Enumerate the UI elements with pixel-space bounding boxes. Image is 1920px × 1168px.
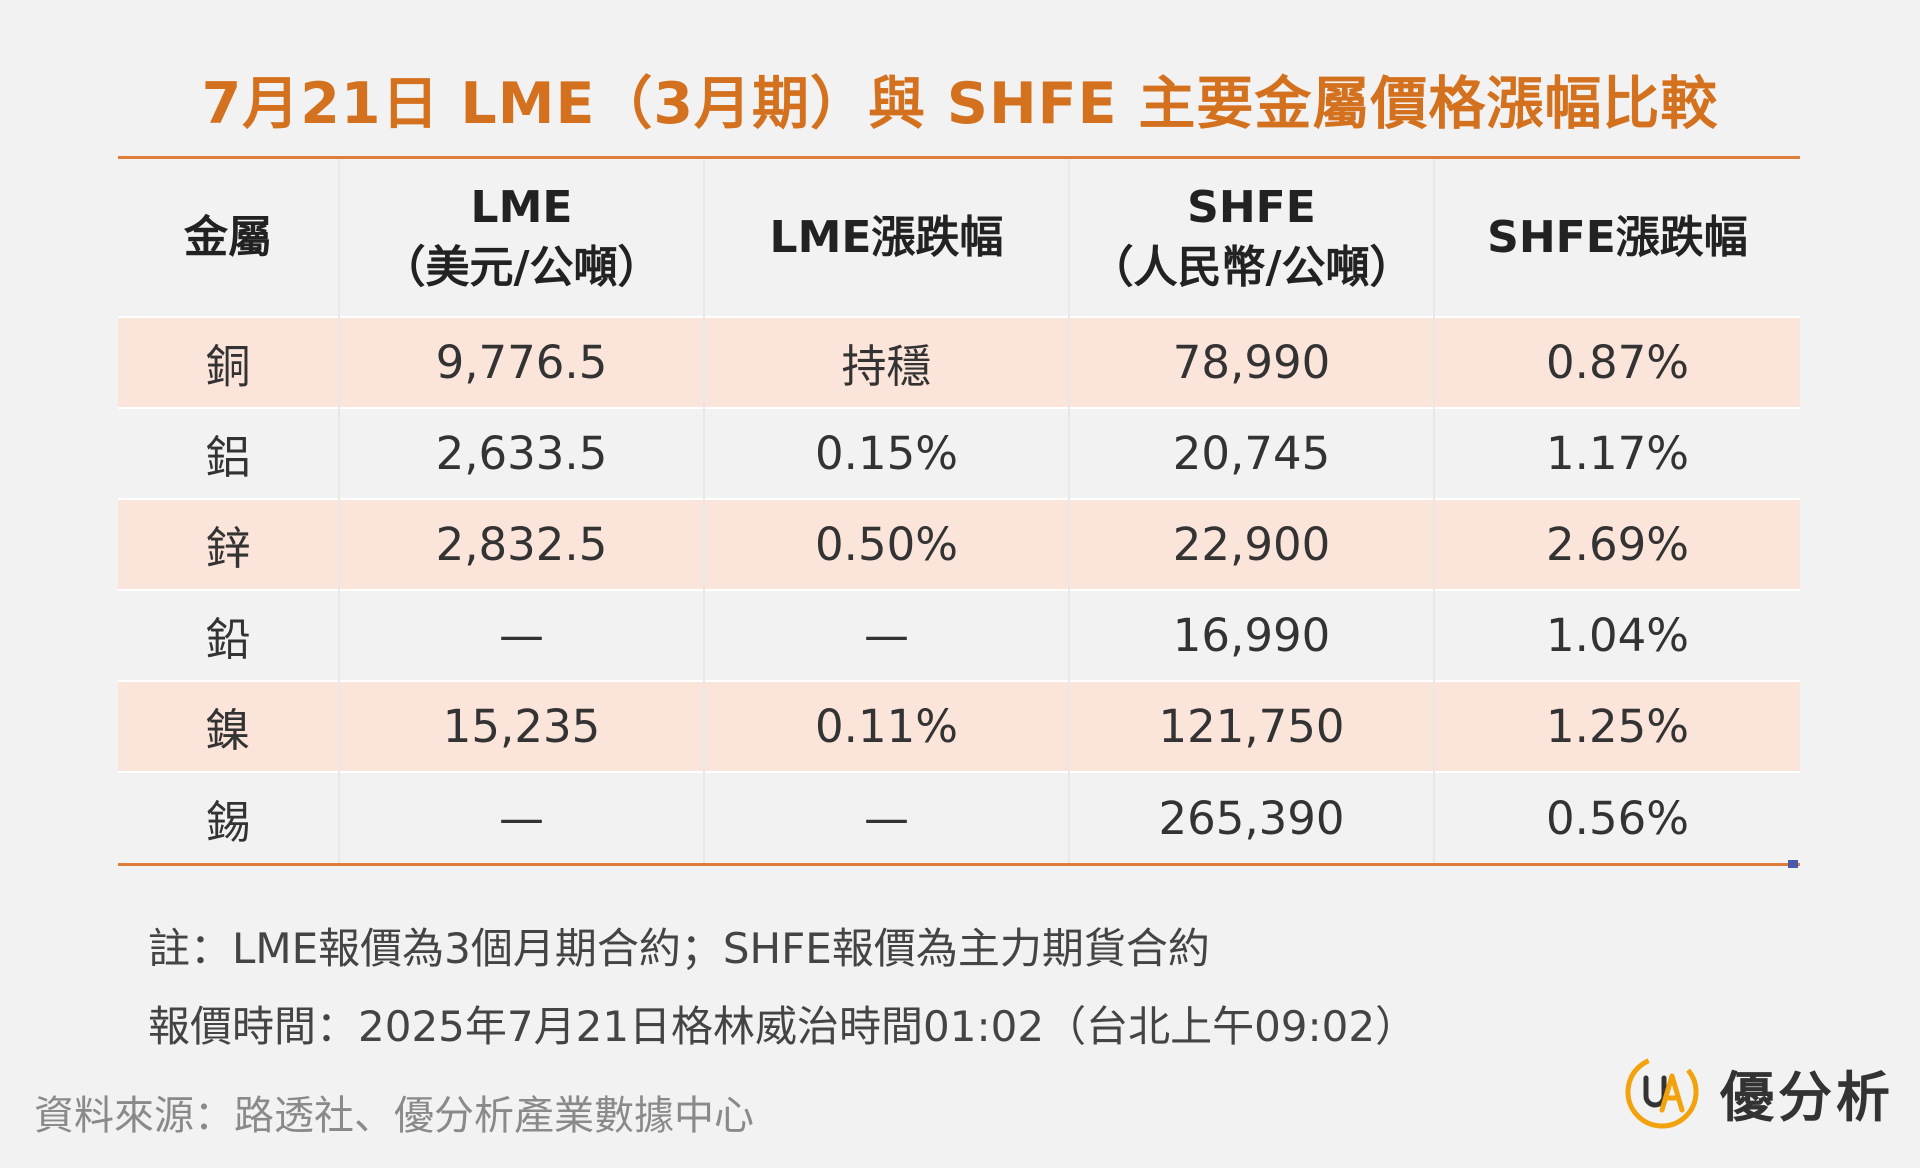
table-header-row: 金屬 LME （美元/公噸） LME漲跌幅 SHFE （人民幣/公噸） SHFE…	[118, 159, 1800, 317]
cell-shfe-change: 1.25%	[1434, 680, 1800, 772]
table-row: 銅 9,776.5 持穩 78,990 0.87%	[118, 316, 1800, 408]
cell-metal: 銅	[118, 316, 340, 408]
cell-lme-change: 0.15%	[704, 407, 1070, 499]
cell-metal: 錫	[118, 771, 340, 863]
table-bottom-rule	[118, 863, 1800, 866]
table-top-rule	[118, 156, 1800, 159]
table-row: 鋅 2,832.5 0.50% 22,900 2.69%	[118, 498, 1800, 590]
header-shfe-line1: SHFE	[1187, 181, 1316, 233]
brand-logo: 優分析	[1622, 1052, 1894, 1132]
cell-lme-change: 0.11%	[704, 680, 1070, 772]
cell-lme: —	[339, 771, 705, 863]
cell-shfe: 22,900	[1069, 498, 1435, 590]
cell-lme-change: —	[704, 771, 1070, 863]
table-row: 鋁 2,633.5 0.15% 20,745 1.17%	[118, 407, 1800, 499]
header-lme-line2: （美元/公噸）	[381, 241, 662, 293]
cell-lme-change: —	[704, 589, 1070, 681]
cell-lme: 2,633.5	[339, 407, 705, 499]
cell-lme: —	[339, 589, 705, 681]
table-row: 鉛 — — 16,990 1.04%	[118, 589, 1800, 681]
header-lme: LME （美元/公噸）	[339, 159, 705, 317]
header-shfe: SHFE （人民幣/公噸）	[1069, 159, 1435, 317]
table: 金屬 LME （美元/公噸） LME漲跌幅 SHFE （人民幣/公噸） SHFE…	[118, 159, 1800, 863]
cell-shfe: 16,990	[1069, 589, 1435, 681]
cell-shfe: 20,745	[1069, 407, 1435, 499]
header-shfe-line2: （人民幣/公噸）	[1089, 241, 1414, 293]
cell-shfe-change: 0.56%	[1434, 771, 1800, 863]
table-row: 鎳 15,235 0.11% 121,750 1.25%	[118, 680, 1800, 772]
cell-metal: 鎳	[118, 680, 340, 772]
cell-shfe: 78,990	[1069, 316, 1435, 408]
cell-metal: 鉛	[118, 589, 340, 681]
price-comparison-table: 金屬 LME （美元/公噸） LME漲跌幅 SHFE （人民幣/公噸） SHFE…	[118, 156, 1800, 866]
header-lme-line1: LME	[470, 181, 573, 233]
header-shfe-change: SHFE漲跌幅	[1487, 211, 1748, 263]
source-note: 資料來源：路透社、優分析產業數據中心	[34, 1093, 754, 1139]
note-quote-time: 報價時間：2025年7月21日格林威治時間01:02（台北上午09:02）	[148, 1002, 1418, 1051]
cell-metal: 鋅	[118, 498, 340, 590]
cell-shfe-change: 1.04%	[1434, 589, 1800, 681]
table-row: 錫 — — 265,390 0.56%	[118, 771, 1800, 863]
cell-shfe: 121,750	[1069, 680, 1435, 772]
page-title: 7月21日 LME（3月期）與 SHFE 主要金屬價格漲幅比較	[201, 71, 1719, 137]
note-contract: 註：LME報價為3個月期合約；SHFE報價為主力期貨合約	[148, 924, 1210, 973]
header-metal: 金屬	[118, 159, 340, 317]
cell-shfe: 265,390	[1069, 771, 1435, 863]
header-lme-change: LME漲跌幅	[704, 159, 1070, 317]
cell-lme: 9,776.5	[339, 316, 705, 408]
cell-shfe-change: 0.87%	[1434, 316, 1800, 408]
ua-logo-icon	[1622, 1052, 1702, 1132]
cell-shfe-change: 2.69%	[1434, 498, 1800, 590]
cell-lme-change: 0.50%	[704, 498, 1070, 590]
logo-text: 優分析	[1720, 1065, 1894, 1129]
corner-marker	[1788, 860, 1798, 868]
cell-lme: 15,235	[339, 680, 705, 772]
cell-lme: 2,832.5	[339, 498, 705, 590]
cell-lme-change: 持穩	[704, 316, 1070, 408]
notes: 註：LME報價為3個月期合約；SHFE報價為主力期貨合約 報價時間：2025年7…	[148, 910, 1417, 1066]
cell-shfe-change: 1.17%	[1434, 407, 1800, 499]
cell-metal: 鋁	[118, 407, 340, 499]
